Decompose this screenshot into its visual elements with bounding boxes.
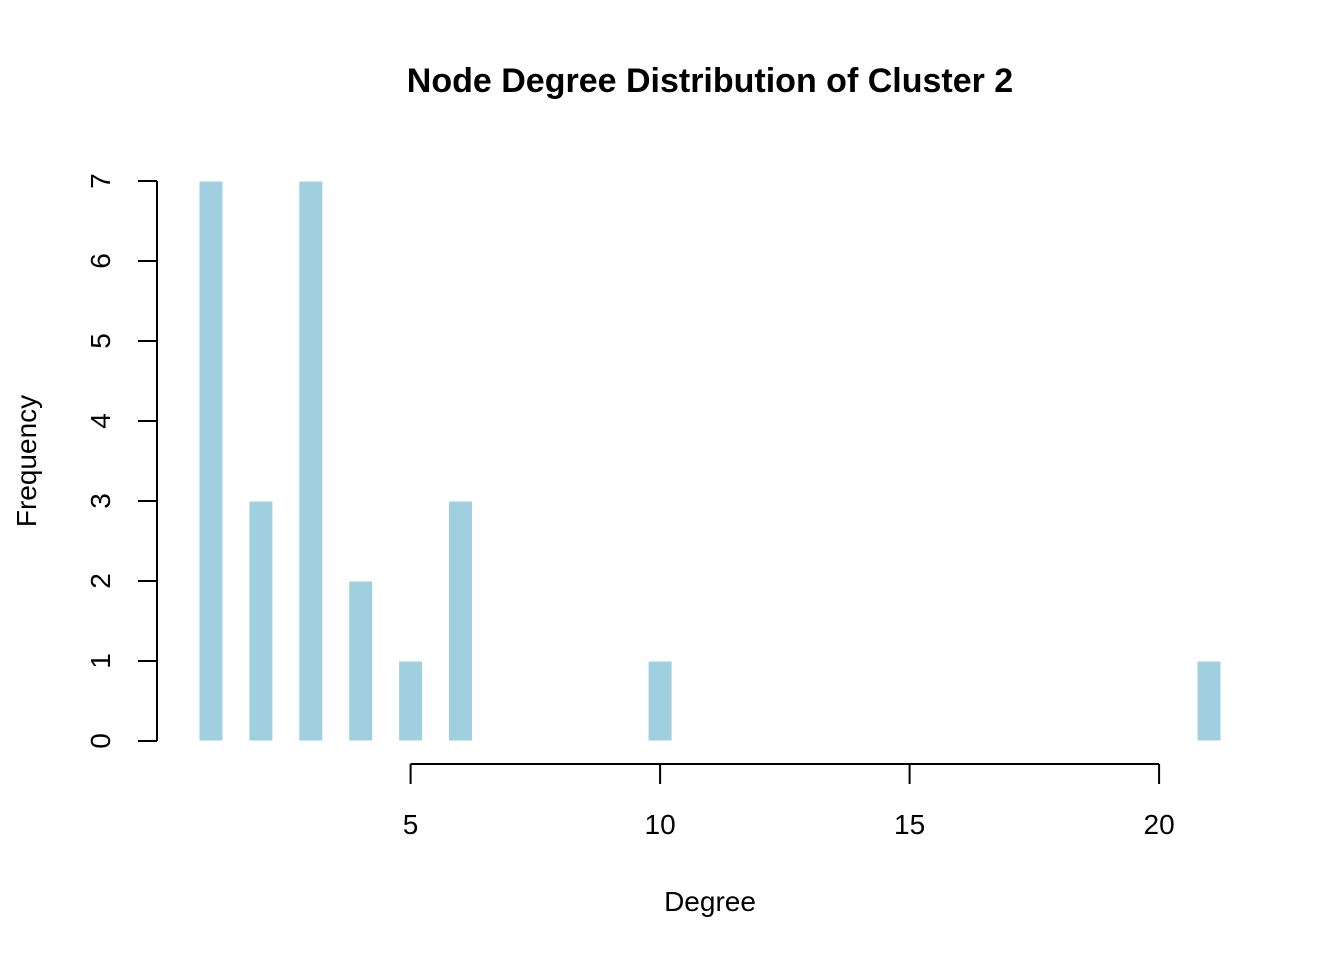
y-tick-label: 4 bbox=[85, 413, 116, 429]
y-axis: 0 1 2 3 4 5 6 7 bbox=[85, 173, 158, 749]
bar-degree-2 bbox=[248, 500, 274, 742]
bar-degree-4 bbox=[348, 580, 374, 742]
x-tick-label: 20 bbox=[1144, 809, 1175, 840]
y-axis-label: Frequency bbox=[11, 395, 42, 527]
bar-degree-6 bbox=[448, 500, 473, 742]
x-tick-label: 5 bbox=[403, 809, 419, 840]
x-axis: 5 10 15 20 bbox=[403, 763, 1175, 840]
bar-degree-5 bbox=[398, 660, 424, 742]
bar-degree-21 bbox=[1196, 660, 1222, 742]
y-tick-label: 1 bbox=[85, 653, 116, 669]
bars bbox=[198, 180, 1222, 742]
chart-title: Node Degree Distribution of Cluster 2 bbox=[407, 62, 1013, 100]
x-tick-label: 10 bbox=[645, 809, 676, 840]
y-tick-label: 3 bbox=[85, 493, 116, 509]
y-tick-label: 6 bbox=[85, 253, 116, 269]
y-tick-label: 2 bbox=[85, 573, 116, 589]
x-tick-label: 15 bbox=[894, 809, 925, 840]
bar-degree-1 bbox=[198, 180, 224, 742]
bar-degree-3 bbox=[298, 180, 324, 742]
y-tick-label: 5 bbox=[85, 333, 116, 349]
x-axis-label: Degree bbox=[664, 886, 756, 917]
bar-degree-10 bbox=[647, 660, 673, 742]
y-tick-label: 7 bbox=[85, 173, 116, 189]
y-tick-label: 0 bbox=[85, 733, 116, 749]
